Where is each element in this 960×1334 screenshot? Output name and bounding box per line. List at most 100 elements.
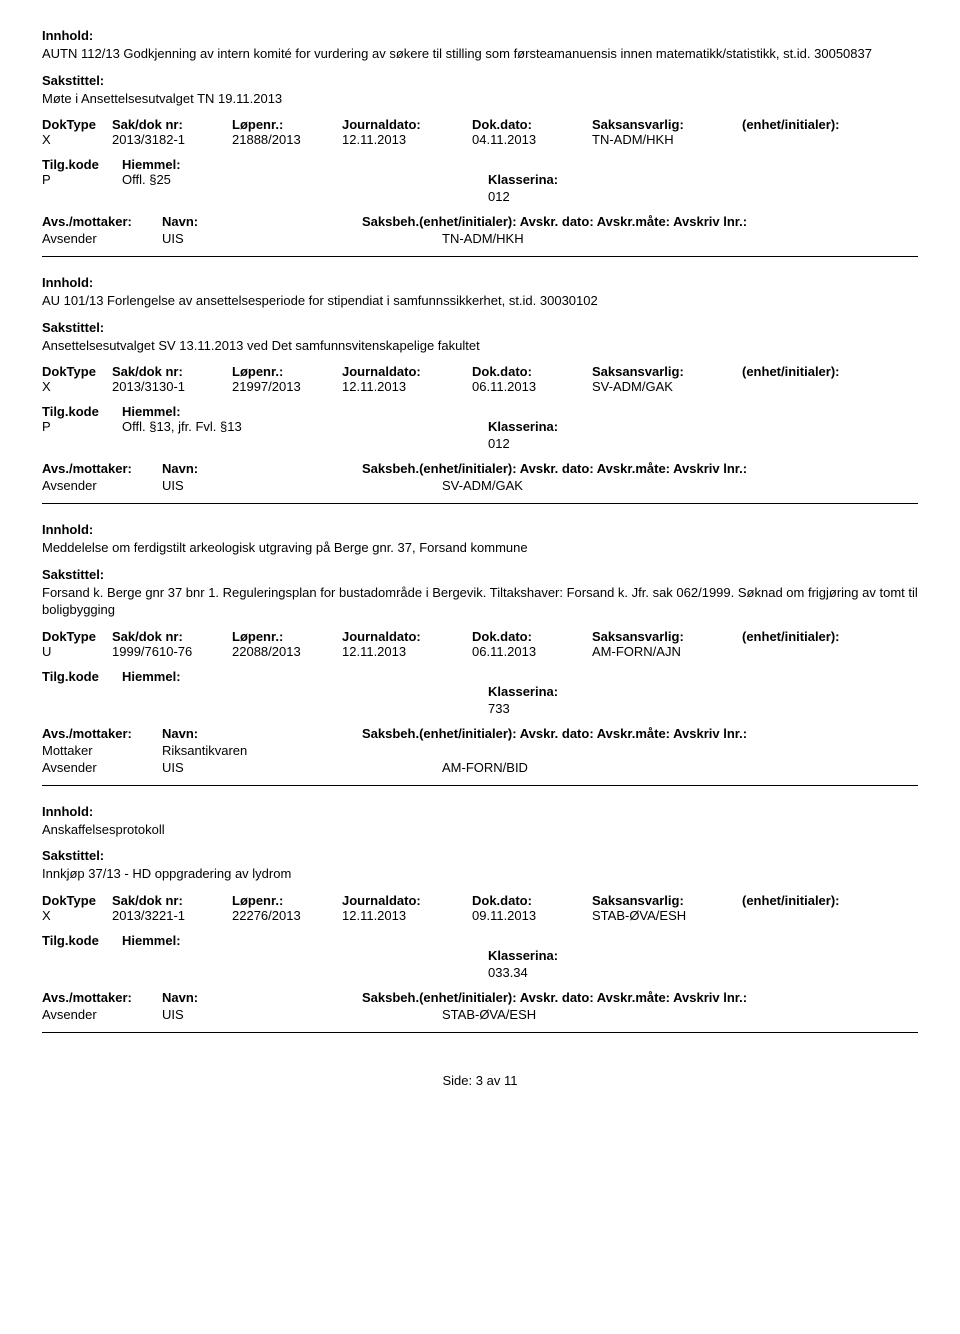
sakstittel-block: Sakstittel:Forsand k. Berge gnr 37 bnr 1… bbox=[42, 567, 918, 619]
saksansvarlig-label: Saksansvarlig: bbox=[592, 117, 742, 132]
doktype-value: U bbox=[42, 644, 112, 659]
doktype-value: X bbox=[42, 908, 112, 923]
saksbeh-header: Saksbeh.(enhet/initialer): Avskr. dato: … bbox=[362, 726, 747, 741]
records-container: Innhold: AUTN 112/13 Godkjenning av inter… bbox=[42, 28, 918, 1033]
hjemmel-value: Offl. §25 bbox=[122, 172, 171, 204]
lopenr-label: Løpenr.: bbox=[232, 364, 342, 379]
avs-mottaker-label: Avs./mottaker: bbox=[42, 726, 162, 741]
meta-value-row: X2013/3221-122276/201312.11.201309.11.20… bbox=[42, 908, 918, 923]
hjemmel-value: Offl. §13, jfr. Fvl. §13 bbox=[122, 419, 242, 451]
doktype-value: X bbox=[42, 379, 112, 394]
navn-label: Navn: bbox=[162, 214, 362, 229]
hjemmel-label: Hiemmel: bbox=[122, 157, 181, 172]
klassering-label: Klasserina: bbox=[488, 419, 918, 434]
klassering-label: Klasserina: bbox=[488, 172, 918, 187]
sakstittel-label: Sakstittel: bbox=[42, 567, 918, 582]
party-saksbeh: STAB-ØVA/ESH bbox=[442, 1007, 536, 1022]
klassering-value: 033.34 bbox=[488, 965, 918, 980]
sakstittel-text: Møte i Ansettelsesutvalget TN 19.11.2013 bbox=[42, 90, 918, 108]
saknr-label: Sak/dok nr: bbox=[112, 364, 232, 379]
sakstittel-label: Sakstittel: bbox=[42, 320, 918, 335]
innhold-block: Innhold:Meddelelse om ferdigstilt arkeol… bbox=[42, 522, 918, 557]
journal-record: Innhold:Meddelelse om ferdigstilt arkeol… bbox=[42, 522, 918, 786]
party-role: Avsender bbox=[42, 760, 162, 775]
sakstittel-label: Sakstittel: bbox=[42, 73, 918, 88]
journaldato-label: Journaldato: bbox=[342, 893, 472, 908]
footer-page-num: 3 bbox=[476, 1073, 483, 1088]
doktype-value: X bbox=[42, 132, 112, 147]
party-navn: UIS bbox=[162, 478, 442, 493]
sakstittel-block: Sakstittel:Ansettelsesutvalget SV 13.11.… bbox=[42, 320, 918, 355]
lopenr-value: 22276/2013 bbox=[232, 908, 342, 923]
saksansvarlig-value: AM-FORN/AJN bbox=[592, 644, 742, 659]
innhold-text: Meddelelse om ferdigstilt arkeologisk ut… bbox=[42, 539, 918, 557]
party-header-row: Avs./mottaker:Navn:Saksbeh.(enhet/initia… bbox=[42, 214, 918, 229]
tilgkode-value bbox=[42, 948, 122, 980]
lopenr-label: Løpenr.: bbox=[232, 893, 342, 908]
tilgkode-value: P bbox=[42, 172, 122, 204]
innhold-label: Innhold: bbox=[42, 275, 918, 290]
doktype-label: DokType bbox=[42, 629, 112, 644]
klassering-col: Klasserina:033.34 bbox=[488, 948, 918, 980]
party-header-row: Avs./mottaker:Navn:Saksbeh.(enhet/initia… bbox=[42, 461, 918, 476]
party-row: AvsenderUISSV-ADM/GAK bbox=[42, 478, 918, 493]
party-navn: UIS bbox=[162, 231, 442, 246]
saksansvarlig-label: Saksansvarlig: bbox=[592, 629, 742, 644]
party-header-row: Avs./mottaker:Navn:Saksbeh.(enhet/initia… bbox=[42, 990, 918, 1005]
sakstittel-block: Sakstittel: Møte i Ansettelsesutvalget TN… bbox=[42, 73, 918, 108]
dokdato-label: Dok.dato: bbox=[472, 364, 592, 379]
innhold-block: Innhold:Anskaffelsesprotokoll bbox=[42, 804, 918, 839]
party-saksbeh: TN-ADM/HKH bbox=[442, 231, 524, 246]
lopenr-label: Løpenr.: bbox=[232, 117, 342, 132]
party-navn: UIS bbox=[162, 760, 442, 775]
tilgkode-row: Tilg.kodeHiemmel: bbox=[42, 669, 918, 684]
avs-mottaker-label: Avs./mottaker: bbox=[42, 214, 162, 229]
meta-header-row: DokTypeSak/dok nr:Løpenr.:Journaldato:Do… bbox=[42, 364, 918, 379]
page-footer: Side: 3 av 11 bbox=[42, 1073, 918, 1108]
innhold-label: Innhold: bbox=[42, 28, 918, 43]
tilgkode-label: Tilg.kode bbox=[42, 669, 122, 684]
enhet-label: (enhet/initialer): bbox=[742, 364, 892, 379]
dokdato-value: 09.11.2013 bbox=[472, 908, 592, 923]
innhold-label: Innhold: bbox=[42, 804, 918, 819]
journaldato-label: Journaldato: bbox=[342, 364, 472, 379]
lopenr-label: Løpenr.: bbox=[232, 629, 342, 644]
meta-value-row: X2013/3182-121888/201312.11.201304.11.20… bbox=[42, 132, 918, 147]
lopenr-value: 22088/2013 bbox=[232, 644, 342, 659]
innhold-text: AUTN 112/13 Godkjenning av intern komité… bbox=[42, 45, 918, 63]
enhet-label: (enhet/initialer): bbox=[742, 893, 892, 908]
doktype-label: DokType bbox=[42, 364, 112, 379]
dokdato-label: Dok.dato: bbox=[472, 629, 592, 644]
party-role: Avsender bbox=[42, 1007, 162, 1022]
meta-header-row: DokTypeSak/dok nr:Løpenr.:Journaldato:Do… bbox=[42, 117, 918, 132]
enhet-label: (enhet/initialer): bbox=[742, 629, 892, 644]
footer-page-total: 11 bbox=[504, 1073, 518, 1088]
party-navn: Riksantikvaren bbox=[162, 743, 442, 758]
klassering-value: 012 bbox=[488, 189, 918, 204]
hjemmel-label: Hiemmel: bbox=[122, 404, 181, 419]
footer-av-label: av bbox=[487, 1073, 501, 1088]
saknr-value: 1999/7610-76 bbox=[112, 644, 232, 659]
party-role: Avsender bbox=[42, 231, 162, 246]
tilgkode-label: Tilg.kode bbox=[42, 157, 122, 172]
party-header-row: Avs./mottaker:Navn:Saksbeh.(enhet/initia… bbox=[42, 726, 918, 741]
page: Innhold: AUTN 112/13 Godkjenning av inter… bbox=[0, 0, 960, 1108]
navn-label: Navn: bbox=[162, 461, 362, 476]
journal-record: Innhold:AU 101/13 Forlengelse av ansette… bbox=[42, 275, 918, 504]
journaldato-value: 12.11.2013 bbox=[342, 132, 472, 147]
hjemmel-label: Hiemmel: bbox=[122, 669, 181, 684]
klassering-col: Klasserina: 012 bbox=[488, 172, 918, 204]
journaldato-value: 12.11.2013 bbox=[342, 379, 472, 394]
dokdato-value: 06.11.2013 bbox=[472, 644, 592, 659]
avs-mottaker-label: Avs./mottaker: bbox=[42, 461, 162, 476]
meta-header-row: DokTypeSak/dok nr:Løpenr.:Journaldato:Do… bbox=[42, 629, 918, 644]
party-saksbeh: AM-FORN/BID bbox=[442, 760, 528, 775]
sakstittel-block: Sakstittel:Innkjøp 37/13 - HD oppgraderi… bbox=[42, 848, 918, 883]
party-row: MottakerRiksantikvaren bbox=[42, 743, 918, 758]
journaldato-value: 12.11.2013 bbox=[342, 908, 472, 923]
party-row: AvsenderUISAM-FORN/BID bbox=[42, 760, 918, 775]
saksansvarlig-label: Saksansvarlig: bbox=[592, 893, 742, 908]
saknr-label: Sak/dok nr: bbox=[112, 629, 232, 644]
klassering-value: 733 bbox=[488, 701, 918, 716]
navn-label: Navn: bbox=[162, 990, 362, 1005]
